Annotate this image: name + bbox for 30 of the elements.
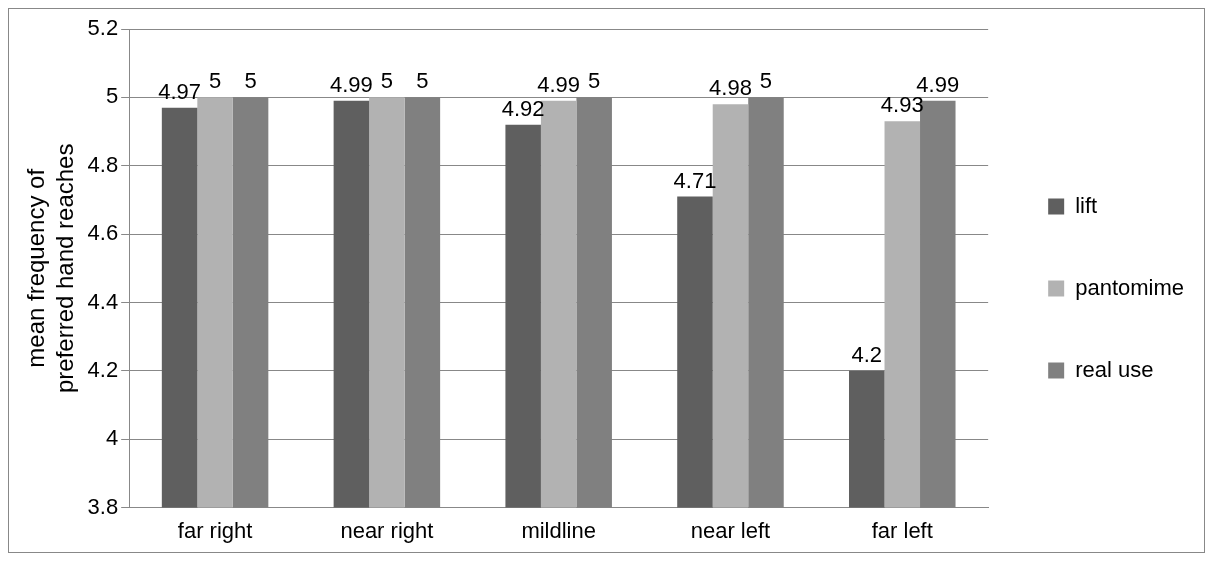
data-label: 5 — [380, 68, 393, 94]
data-label: 4.97 — [158, 78, 201, 104]
data-label: 4.71 — [673, 167, 717, 193]
legend-label: real use — [1075, 356, 1154, 382]
x-tick-label: near left — [690, 517, 771, 543]
x-tick-label: far right — [177, 517, 253, 543]
y-tick-label: 5.2 — [87, 15, 119, 41]
data-label: 5 — [208, 68, 222, 94]
x-tick-label: near right — [340, 517, 434, 543]
data-label: 4.92 — [501, 95, 545, 121]
y-tick-label: 4 — [105, 425, 119, 451]
x-tick-label: far left — [871, 517, 933, 543]
y-axis-title: mean frequency of preferred hand reaches — [22, 143, 78, 394]
data-label: 5 — [759, 68, 773, 94]
y-tick-label: 4.4 — [87, 288, 119, 314]
y-tick-label: 5 — [105, 83, 119, 109]
data-label: 4.2 — [851, 341, 883, 367]
y-tick-label: 4.6 — [87, 220, 119, 246]
y-tick-label: 4.2 — [87, 356, 119, 382]
y-tick-label: 4.8 — [87, 151, 119, 177]
legend-label: lift — [1075, 192, 1098, 218]
data-label: 5 — [416, 68, 429, 94]
data-label: 4.99 — [537, 71, 581, 97]
legend-label: pantomime — [1075, 274, 1185, 300]
x-tick-label: mildline — [521, 517, 596, 543]
data-label: 5 — [588, 68, 601, 94]
data-label: 5 — [244, 68, 257, 94]
data-label: 4.99 — [329, 71, 373, 97]
data-label: 4.98 — [709, 75, 752, 101]
y-tick-label: 3.8 — [87, 493, 119, 519]
